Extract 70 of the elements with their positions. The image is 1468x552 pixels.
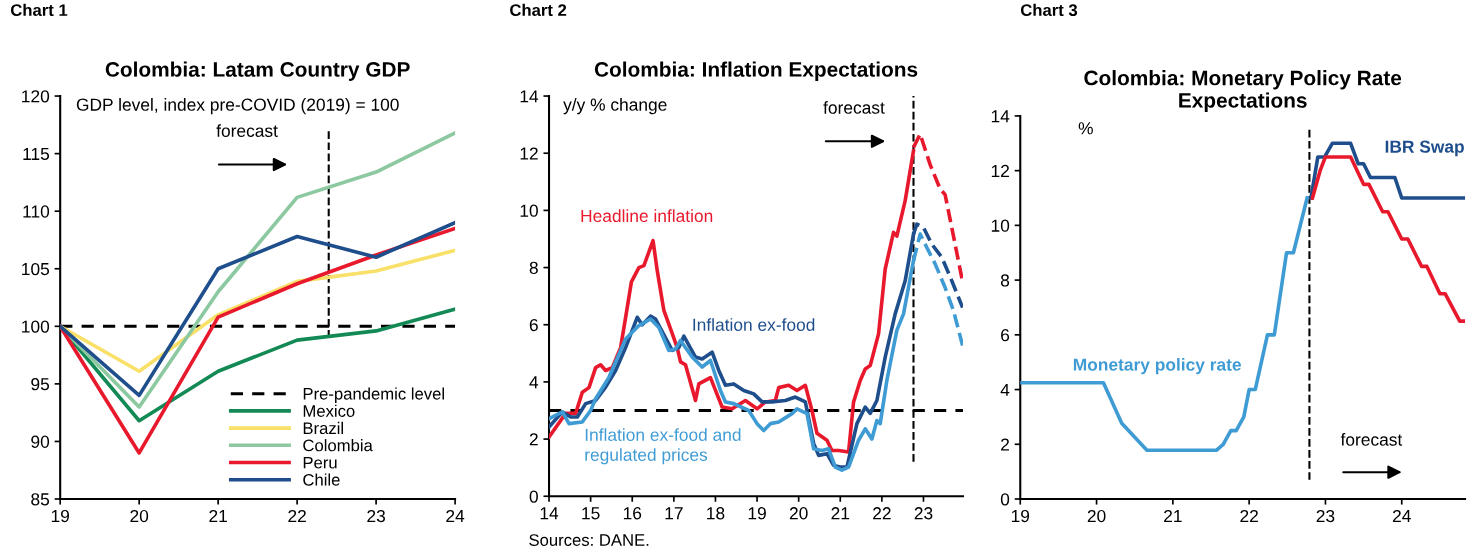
x-tick-label: 21 <box>831 507 850 520</box>
annotation: forecast <box>216 124 278 137</box>
x-tick-label: 23 <box>914 507 933 520</box>
y-tick-label: 100 <box>22 320 50 333</box>
x-tick-label: 19 <box>1011 509 1030 523</box>
y-tick-label: 14 <box>991 110 1010 123</box>
x-tick-label: 19 <box>748 507 766 520</box>
legend-label: Mexico <box>303 404 355 417</box>
x-tick-label: 16 <box>623 507 642 520</box>
y-tick-label: 6 <box>1001 329 1010 342</box>
y-tick-label: 10 <box>520 204 538 217</box>
y-tick-label: 6 <box>529 318 538 332</box>
y-tick-label: 95 <box>31 378 50 391</box>
y-tick-label: 12 <box>520 147 538 160</box>
x-tick-label: 19 <box>51 509 70 523</box>
chart-title: Colombia: Inflation Expectations <box>594 61 918 81</box>
y-tick-label: 8 <box>1000 274 1010 287</box>
caption: Chart 1 <box>10 3 68 17</box>
x-tick-label: 24 <box>446 509 465 523</box>
legend-label: Chile <box>303 473 340 486</box>
y-tick-label: 10 <box>991 219 1010 232</box>
x-tick-label: 20 <box>130 509 149 523</box>
y-tick-label: 0 <box>529 490 538 503</box>
legend-label: Colombia <box>303 439 373 452</box>
y-tick-label: 2 <box>529 433 538 446</box>
y-tick-label: 4 <box>529 376 539 389</box>
y-tick-label: 14 <box>520 90 539 103</box>
x-tick-label: 18 <box>707 507 725 520</box>
y-tick-label: 110 <box>23 205 50 218</box>
y-tick-label: 90 <box>31 435 50 448</box>
legend-label: Brazil <box>303 421 343 435</box>
series-label: Inflation ex-food and regulated prices <box>585 428 741 465</box>
y-tick-label: 120 <box>22 90 50 103</box>
x-tick-label: 21 <box>1164 509 1182 523</box>
caption: Chart 3 <box>1020 3 1078 17</box>
x-tick-label: 15 <box>582 507 600 520</box>
y-tick-label: 0 <box>1000 493 1010 506</box>
y-axis-title: % <box>1078 122 1093 135</box>
x-tick-label: 20 <box>789 507 808 520</box>
series-label: Headline inflation <box>581 209 713 223</box>
y-tick-label: 12 <box>991 164 1009 177</box>
y-tick-label: 4 <box>1000 383 1010 396</box>
legend-label: Pre-pandemic level <box>303 387 444 403</box>
chart-title: Colombia: Monetary Policy Rate Expectations <box>1084 70 1402 112</box>
series-label: Inflation ex-food <box>693 318 815 331</box>
x-tick-label: 14 <box>540 507 559 520</box>
y-axis-title: GDP level, index pre-COVID (2019) = 100 <box>76 98 399 115</box>
x-tick-label: 22 <box>1240 509 1258 523</box>
x-tick-label: 21 <box>209 509 227 523</box>
y-tick-label: 105 <box>22 262 50 276</box>
x-tick-label: 20 <box>1087 509 1106 523</box>
annotation: forecast <box>1340 433 1403 446</box>
caption: Chart 2 <box>510 3 567 17</box>
x-tick-label: 17 <box>665 507 683 520</box>
series-label: IBR Swap <box>1385 140 1464 157</box>
x-tick-label: 23 <box>1316 509 1335 523</box>
y-tick-label: 85 <box>31 493 50 506</box>
y-tick-label: 2 <box>1001 438 1009 451</box>
y-tick-label: 115 <box>23 147 50 161</box>
x-tick-label: 22 <box>288 509 306 523</box>
chart-title: Colombia: Latam Country GDP <box>105 61 410 81</box>
series-label: Monetary policy rate <box>1073 358 1241 375</box>
legend-label: Peru <box>303 456 337 469</box>
x-tick-label: 22 <box>873 507 891 520</box>
annotation: forecast <box>823 101 885 114</box>
y-tick-label: 8 <box>529 261 538 275</box>
x-tick-label: 23 <box>367 509 385 523</box>
source-note: Sources: DANE. <box>529 534 649 546</box>
x-tick-label: 24 <box>1392 509 1411 523</box>
y-axis-title: y/y % change <box>563 98 667 115</box>
